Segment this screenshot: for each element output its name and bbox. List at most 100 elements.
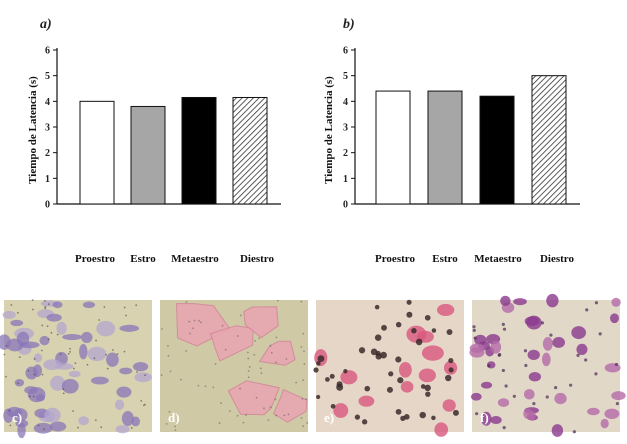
mixed-cell bbox=[571, 326, 587, 340]
mixed-cell bbox=[480, 411, 492, 426]
y-tick-label-b: 5 bbox=[343, 71, 348, 82]
leukocyte bbox=[576, 353, 580, 357]
basal-cell bbox=[119, 324, 140, 332]
debris-dot bbox=[112, 349, 114, 351]
leukocyte bbox=[316, 361, 321, 366]
leukocyte bbox=[406, 311, 413, 318]
debris-dot bbox=[165, 422, 168, 425]
category-label-a-proestro: Proestro bbox=[75, 253, 115, 265]
leukocyte bbox=[502, 426, 506, 430]
debris-dot bbox=[100, 426, 103, 429]
basal-cell bbox=[81, 331, 93, 343]
leukocyte bbox=[395, 408, 402, 415]
debris-dot bbox=[105, 353, 108, 356]
debris-dot bbox=[247, 357, 250, 360]
leukocyte bbox=[370, 348, 378, 356]
mixed-cell bbox=[587, 407, 600, 416]
basal-cell bbox=[82, 301, 96, 309]
mixed-cell bbox=[600, 418, 609, 429]
y-tick-label-a: 4 bbox=[45, 97, 50, 108]
mixed-cell bbox=[513, 298, 527, 306]
leukocyte bbox=[425, 391, 431, 397]
debris-dot bbox=[303, 362, 306, 365]
debris-dot bbox=[123, 350, 126, 353]
leukocyte bbox=[549, 333, 553, 337]
photo-label-d: d) bbox=[168, 410, 180, 425]
bar-a-diestro bbox=[232, 96, 268, 205]
debris-dot bbox=[189, 332, 191, 335]
basal-cell bbox=[119, 367, 133, 375]
basal-cell bbox=[114, 399, 125, 410]
debris-dot bbox=[220, 402, 223, 405]
debris-dot bbox=[247, 376, 250, 379]
debris-dot bbox=[295, 381, 298, 384]
debris-dot bbox=[168, 410, 171, 413]
leukocyte bbox=[445, 374, 452, 382]
debris-dot bbox=[221, 324, 224, 327]
leukocyte bbox=[475, 412, 479, 416]
debris-dot bbox=[302, 379, 305, 382]
micrograph-f: f) bbox=[469, 293, 626, 437]
debris-dot bbox=[86, 363, 89, 366]
debris-dot bbox=[33, 373, 36, 376]
debris-dot bbox=[116, 353, 119, 356]
debris-dot bbox=[188, 320, 191, 323]
debris-dot bbox=[123, 306, 126, 309]
cells-f bbox=[469, 293, 626, 437]
mixed-cell bbox=[497, 398, 510, 407]
debris-dot bbox=[254, 340, 256, 342]
debris-dot bbox=[44, 307, 47, 310]
leukocyte bbox=[336, 383, 344, 391]
basal-cell bbox=[6, 338, 24, 352]
basal-cell bbox=[116, 386, 132, 398]
leukocyte bbox=[448, 358, 454, 364]
bar-b-diestro bbox=[531, 75, 567, 205]
debris-dot bbox=[37, 424, 40, 427]
debris-dot bbox=[303, 350, 305, 353]
debris-dot bbox=[197, 384, 200, 387]
leukocyte bbox=[375, 353, 382, 360]
leukocyte bbox=[431, 415, 436, 421]
leukocyte bbox=[374, 304, 380, 310]
bar-b-proestro bbox=[375, 90, 411, 205]
leukocyte bbox=[364, 385, 371, 392]
debris-dot bbox=[247, 370, 250, 372]
cornified-cell bbox=[227, 380, 280, 416]
leukocyte bbox=[554, 386, 558, 390]
debris-dot bbox=[56, 333, 59, 336]
y-tick-label-b: 1 bbox=[343, 174, 348, 185]
mixed-cell bbox=[527, 410, 536, 421]
epithelial-cell bbox=[434, 422, 449, 437]
mixed-cell bbox=[552, 337, 566, 348]
category-label-b-metaestro: Metaestro bbox=[474, 253, 522, 265]
epithelial-cell bbox=[418, 368, 436, 383]
debris-dot bbox=[176, 420, 179, 423]
category-label-b-proestro: Proestro bbox=[375, 253, 415, 265]
category-label-a-diestro: Diestro bbox=[240, 253, 275, 265]
cornified-cell bbox=[272, 388, 308, 423]
debris-dot bbox=[136, 371, 138, 373]
leukocyte bbox=[614, 362, 619, 367]
debris-dot bbox=[275, 361, 277, 364]
photo-label-e: e) bbox=[324, 410, 334, 425]
mixed-cell bbox=[604, 408, 620, 419]
debris-dot bbox=[50, 331, 53, 334]
debris-dot bbox=[28, 395, 31, 398]
leukocyte bbox=[569, 383, 573, 387]
basal-cell bbox=[96, 320, 116, 337]
leukocyte bbox=[487, 364, 491, 368]
basal-cell bbox=[87, 346, 107, 362]
leukocyte bbox=[472, 325, 476, 329]
debris-dot bbox=[103, 306, 106, 308]
leukocyte bbox=[395, 356, 402, 363]
debris-dot bbox=[283, 414, 286, 417]
leukocyte bbox=[325, 377, 330, 382]
mixed-cell bbox=[576, 343, 588, 356]
category-label-b-diestro: Diestro bbox=[540, 253, 575, 265]
leukocyte bbox=[317, 355, 325, 362]
mixed-cell bbox=[546, 293, 559, 308]
leukocyte bbox=[406, 299, 412, 305]
debris-dot bbox=[306, 422, 309, 424]
bars-a bbox=[79, 96, 268, 205]
